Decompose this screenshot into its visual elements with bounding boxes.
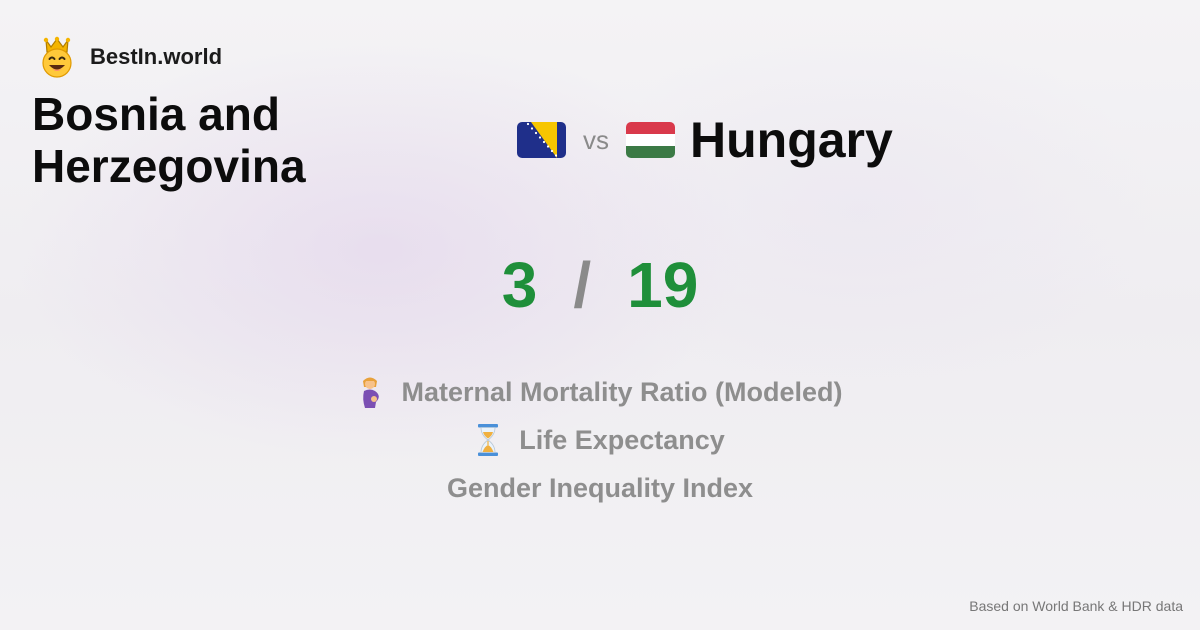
brand-name: BestIn.world xyxy=(90,44,223,69)
metric-maternal-mortality: Maternal Mortality Ratio (Modeled) xyxy=(0,368,1200,416)
score-separator: / xyxy=(573,249,592,321)
hourglass-icon xyxy=(478,424,499,456)
brand-logo[interactable]: BestIn.world xyxy=(38,36,222,78)
metric-label: Maternal Mortality Ratio (Modeled) xyxy=(401,376,843,407)
right-score: 19 xyxy=(627,249,699,321)
vs-label: vs xyxy=(583,124,609,155)
metrics-list: Maternal Mortality Ratio (Modeled) Life … xyxy=(0,368,1200,512)
comparison-header: vs Hungary xyxy=(517,112,893,168)
score-display: 3 / 19 xyxy=(0,248,1200,322)
crowned-smiley-icon xyxy=(42,36,72,78)
hungary-flag-icon xyxy=(626,122,675,158)
metric-life-expectancy: Life Expectancy xyxy=(0,416,1200,464)
right-country-name: Hungary xyxy=(690,112,893,168)
metric-label: Gender Inequality Index xyxy=(446,472,754,503)
metric-gender-inequality: Gender Inequality Index xyxy=(0,464,1200,512)
pregnant-woman-icon xyxy=(363,377,380,408)
bosnia-flag-icon xyxy=(517,122,566,158)
source-footnote: Based on World Bank & HDR data xyxy=(969,598,1183,614)
left-country-name: Bosnia and Herzegovina xyxy=(32,88,306,192)
metric-label: Life Expectancy xyxy=(519,424,725,455)
left-score: 3 xyxy=(501,249,538,321)
